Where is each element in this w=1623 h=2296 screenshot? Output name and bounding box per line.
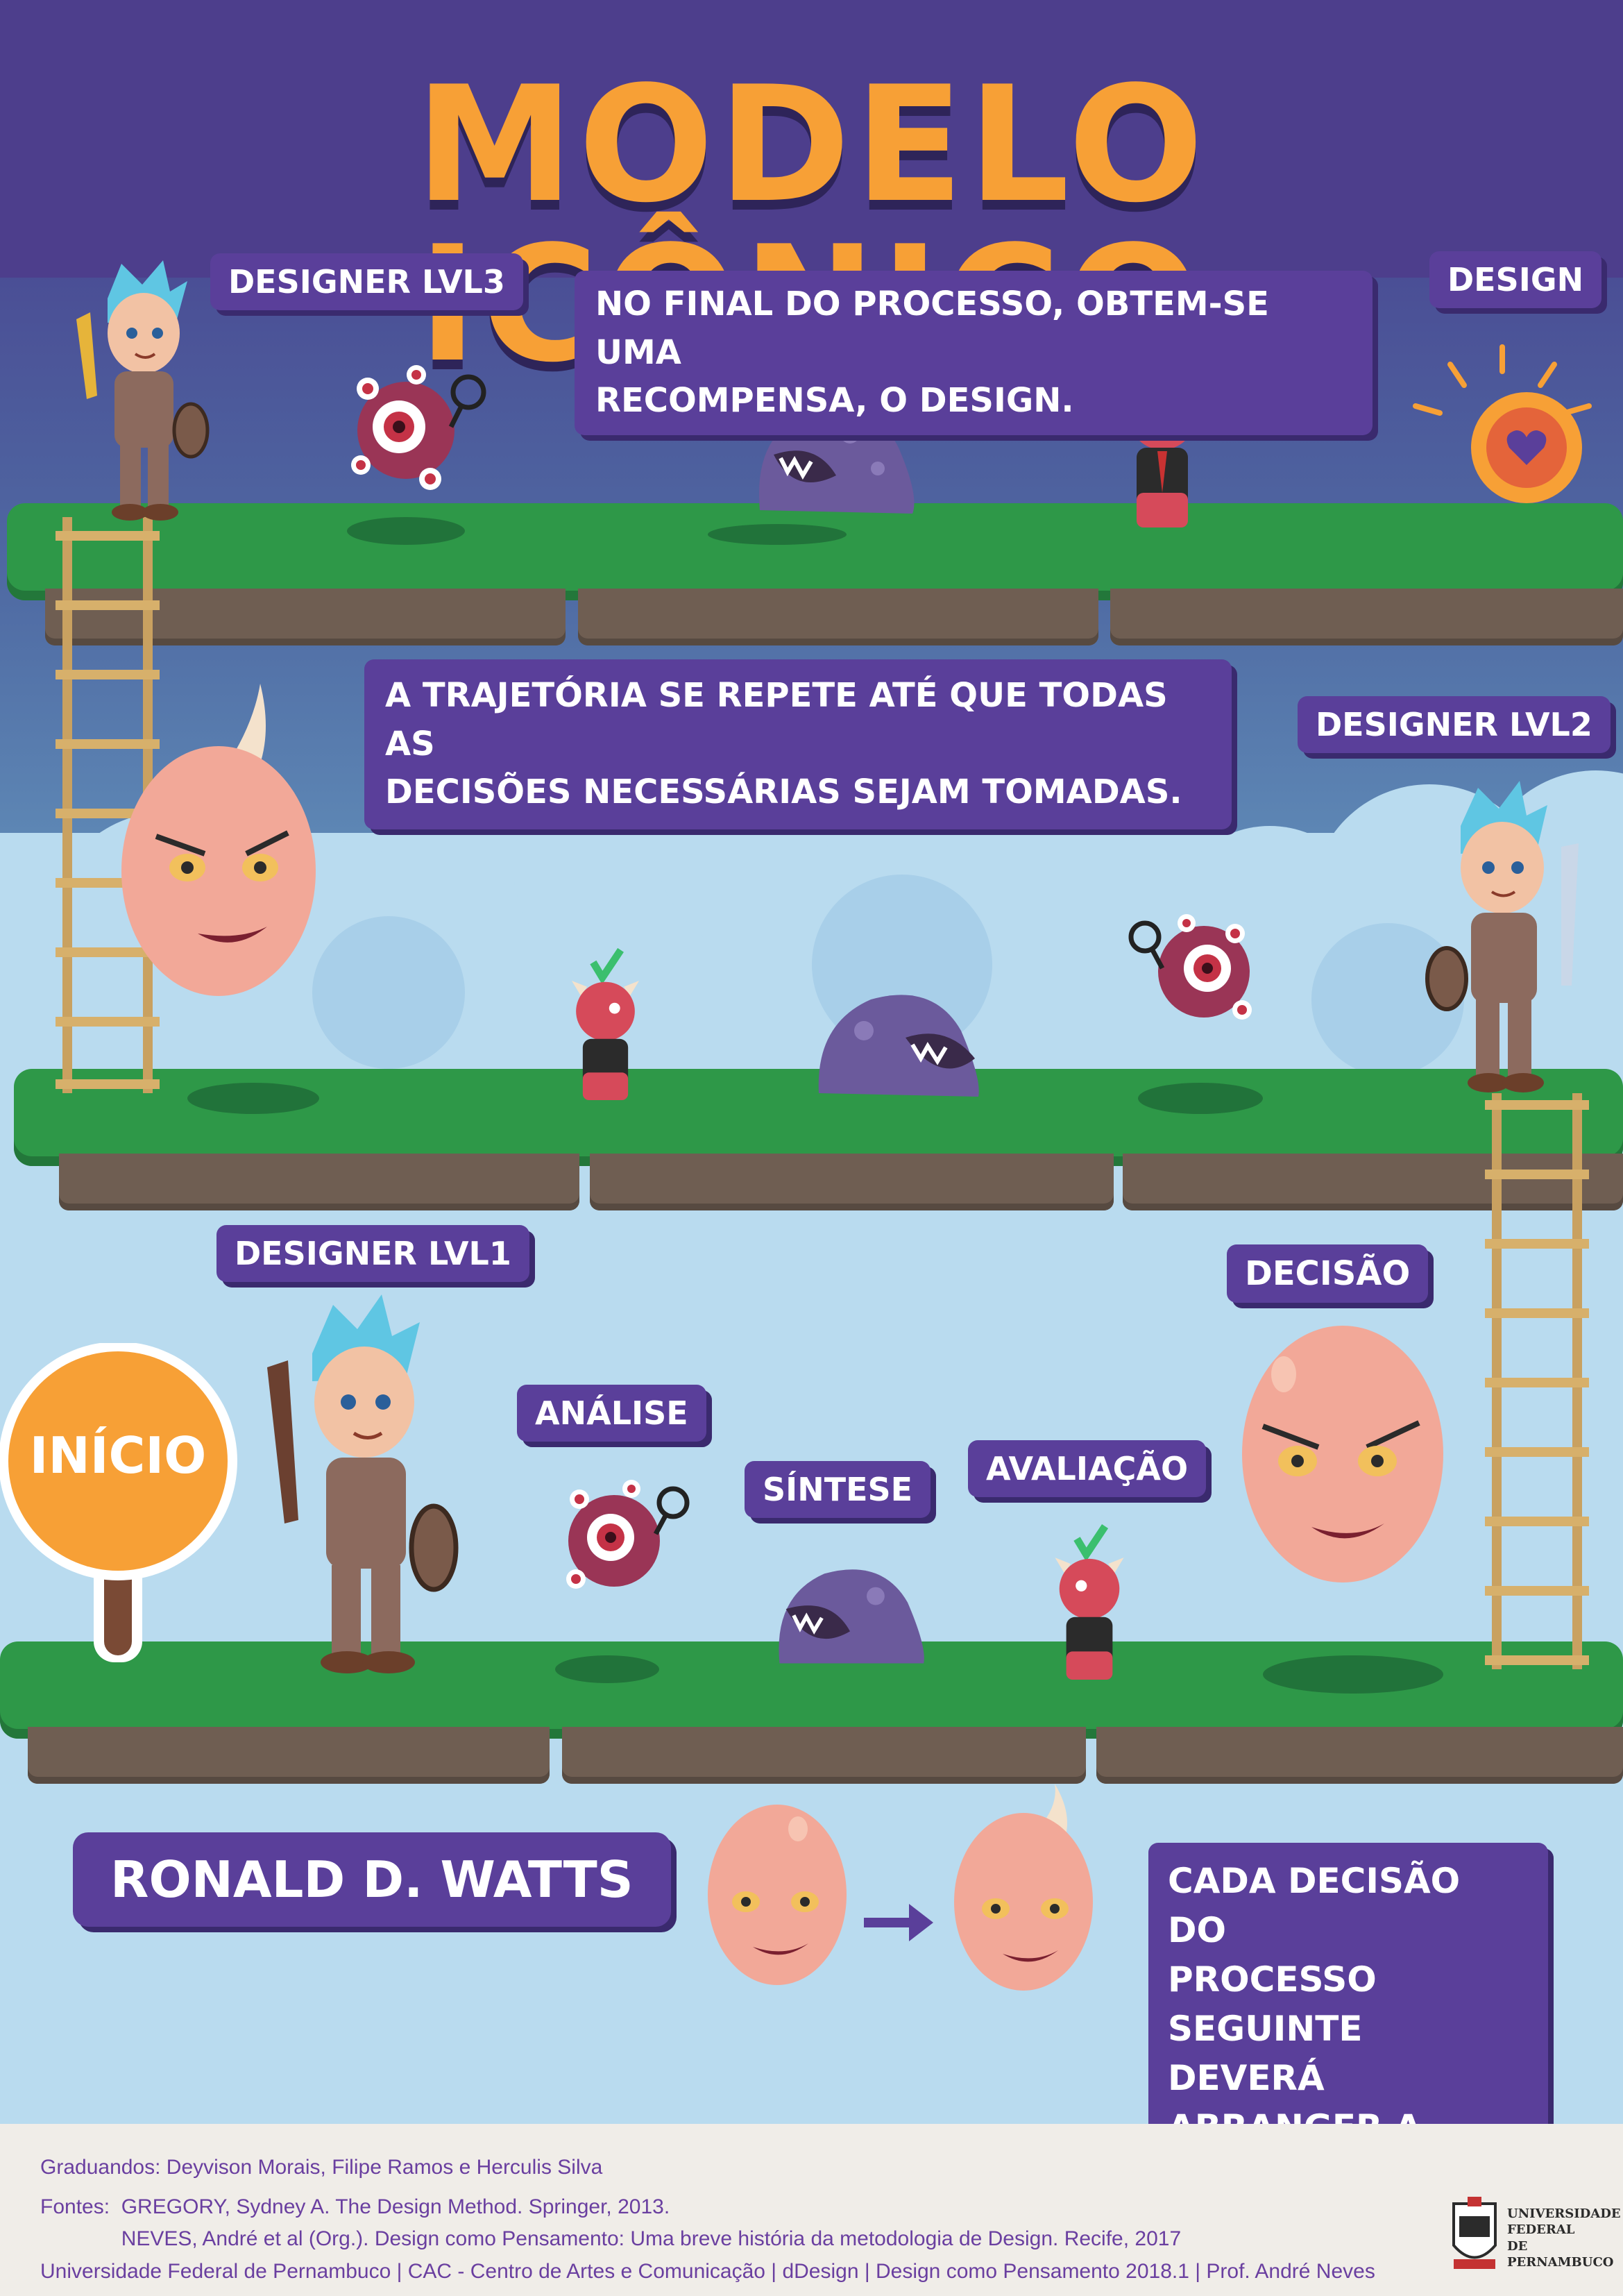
platform-middle-dirt-3 [1123, 1154, 1623, 1210]
university-line3: de Pernambuco [1507, 2238, 1614, 2270]
note-cada-line1: CADA DECISÃO DO [1168, 1861, 1461, 1950]
sword-icon [1561, 843, 1579, 986]
sword-icon [267, 1360, 298, 1523]
shield-icon [172, 402, 210, 459]
hero-character-lvl1 [267, 1294, 459, 1673]
horned-head-large [121, 684, 316, 996]
platform-bottom-dirt-2 [562, 1727, 1086, 1784]
bald-head-small [708, 1805, 847, 1985]
platform-bottom-dirt-3 [1096, 1727, 1623, 1784]
university-name: Universidade Federal de Pernambuco [1507, 2206, 1623, 2271]
eye-monster-bottom [566, 1480, 690, 1589]
note-final: NO FINAL DO PROCESSO, OBTEM-SE UMA RECOM… [575, 271, 1373, 435]
shadow [187, 1083, 319, 1114]
title-band [0, 0, 1623, 278]
platform-middle-dirt-2 [590, 1154, 1114, 1210]
hero-character-lvl2 [1425, 781, 1579, 1092]
platform-top-dirt-3 [1110, 589, 1623, 645]
label-designer-lvl2: DESIGNER LVL2 [1298, 696, 1611, 753]
shadow [1263, 1655, 1443, 1694]
footer-graduandos: Graduandos: Deyvison Morais, Filipe Ramo… [40, 2156, 603, 2179]
horned-head-small [954, 1784, 1093, 1991]
magnifier-icon [450, 374, 486, 410]
imp-bottom [1055, 1524, 1124, 1680]
platform-top-dirt-1 [45, 589, 566, 645]
start-sign [0, 1343, 237, 1662]
author-label: RONALD D. WATTS [73, 1832, 671, 1927]
checkmark-icon [1073, 1524, 1109, 1562]
arrow-right-icon [864, 1904, 933, 1941]
university-line1: Universidade [1507, 2206, 1621, 2221]
label-design: DESIGN [1429, 251, 1602, 308]
label-analise: ANÁLISE [517, 1385, 706, 1442]
note-cada-line2: PROCESSO SEGUINTE [1168, 1959, 1377, 2049]
shadow [1138, 1083, 1263, 1114]
start-label: INÍCIO [29, 1426, 207, 1485]
note-repeat-line1: A TRAJETÓRIA SE REPETE ATÉ QUE TODAS AS [385, 676, 1168, 763]
eye-monster-top [351, 365, 486, 490]
heart-sun-icon [1413, 344, 1592, 503]
shield-icon [409, 1503, 459, 1592]
imp-middle [571, 947, 640, 1100]
platform-bottom-dirt-1 [28, 1727, 550, 1784]
shadow [347, 517, 465, 545]
magnifier-icon [656, 1486, 690, 1519]
label-avaliacao: AVALIAÇÃO [968, 1440, 1207, 1497]
university-line2: Federal [1507, 2222, 1575, 2238]
label-decisao: DECISÃO [1227, 1244, 1429, 1303]
footer-institution: Universidade Federal de Pernambuco | CAC… [40, 2260, 1375, 2283]
magnifier-icon [1128, 920, 1162, 954]
sword-icon [76, 312, 97, 399]
shadow [555, 1655, 659, 1683]
note-repeat: A TRAJETÓRIA SE REPETE ATÉ QUE TODAS AS … [364, 659, 1232, 829]
footer-fontes-1: Fontes: GREGORY, Sydney A. The Design Me… [40, 2195, 670, 2218]
shadow [708, 524, 847, 545]
shield-icon [1425, 946, 1468, 1011]
note-final-line1: NO FINAL DO PROCESSO, OBTEM-SE UMA [595, 285, 1269, 372]
blob-monster-bottom [779, 1569, 924, 1664]
label-sintese: SÍNTESE [745, 1461, 931, 1518]
label-designer-lvl1: DESIGNER LVL1 [216, 1225, 529, 1282]
checkmark-icon [590, 947, 624, 985]
footer [0, 2124, 1623, 2296]
note-final-line2: RECOMPENSA, O DESIGN. [595, 381, 1074, 421]
bald-head-icon [1242, 1326, 1443, 1582]
eye-monster-middle [1128, 914, 1252, 1020]
university-logo [1452, 2197, 1497, 2269]
hero-character-lvl3 [76, 260, 210, 521]
blob-monster-middle [818, 995, 979, 1097]
platform-middle-dirt-1 [59, 1154, 579, 1210]
note-repeat-line2: DECISÕES NECESSÁRIAS SEJAM TOMADAS. [385, 773, 1182, 812]
footer-fontes-2: NEVES, André et al (Org.). Design como P… [40, 2227, 1182, 2250]
platform-top-grass [7, 503, 1623, 600]
label-designer-lvl3: DESIGNER LVL3 [210, 253, 523, 310]
platform-top-dirt-2 [578, 589, 1098, 645]
ladder-right [1485, 1093, 1589, 1669]
